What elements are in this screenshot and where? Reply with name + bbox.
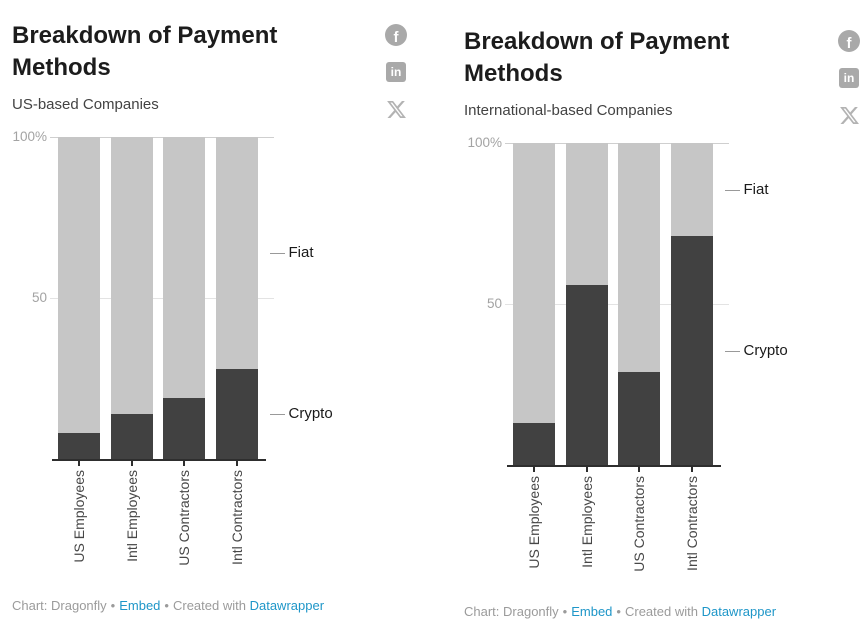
bar-segment-fiat [215,137,258,369]
gridline-50 [505,304,729,305]
chart-title: Breakdown of Payment Methods [464,28,730,87]
x-axis-tick [183,461,185,466]
chart-header: Breakdown of Payment Methods Internation… [464,26,796,120]
bar-segment-fiat [618,143,660,372]
x-axis-category-label: Intl Contractors [683,476,700,571]
x-axis-category-label: US Employees [526,476,542,569]
facebook-icon-glyph: f [393,28,399,46]
x-axis-tick [130,461,133,466]
stacked-bar-2 [110,137,153,459]
embed-link[interactable]: Embed [119,598,161,613]
x-axis-tick [235,461,238,466]
y-axis-tick-label: 50 [31,290,47,305]
x-axis-tick [638,467,640,472]
x-axis-category-label: US Employees [71,470,87,563]
stacked-bar-chart-us: 100% 50 US Employees Intl Employees US Contr… [12,125,408,607]
x-logo-icon [839,106,859,124]
bar-segment-crypto [163,397,205,459]
stacked-bar-3 [618,143,660,465]
footer-separator: • [110,598,116,613]
legend-label-crypto: Crypto [288,404,333,422]
stacked-bar-chart-international: 100% 50 US Employees Intl Employees US Contr… [464,131,862,613]
bar-segment-fiat [58,137,100,434]
share-buttons: f in [385,24,407,120]
x-axis-category-label: Intl Contractors [228,470,245,565]
linkedin-share-icon[interactable]: in [839,68,859,88]
bar-segment-fiat [565,143,608,285]
legend-callout-line [724,350,740,352]
facebook-icon-glyph: f [846,34,852,52]
datawrapper-link[interactable]: Datawrapper [701,604,777,619]
footer-created-with: Created with [624,604,698,619]
y-axis-tick-label: 100% [12,129,47,144]
bar-segment-fiat [513,143,555,424]
stacked-bar-2 [565,143,608,465]
stacked-bar-4 [215,137,258,459]
bar-segment-crypto [618,371,660,465]
x-axis-tick [533,467,535,472]
linkedin-share-icon[interactable]: in [386,62,406,82]
bar-segment-crypto [670,236,713,465]
chart-subtitle: US-based Companies [12,96,159,113]
chart-panel-us: Breakdown of Payment Methods US-based Co… [12,12,408,618]
x-twitter-share-icon[interactable] [385,98,407,120]
y-axis-tick-label: 100% [467,135,502,150]
linkedin-icon-glyph: in [390,65,402,79]
gridline-100 [505,143,729,144]
legend-callout-line [269,252,285,254]
stacked-bar-1 [513,143,555,465]
share-buttons: f in [838,30,860,126]
footer-separator: • [562,604,568,619]
legend-label-fiat: Fiat [743,180,769,198]
footer-credit: Chart: Dragonfly [464,604,559,619]
chart-header: Breakdown of Payment Methods US-based Co… [12,20,344,114]
x-axis-tick [78,461,80,466]
datawrapper-link[interactable]: Datawrapper [249,598,325,613]
x-axis-category-label: Intl Employees [578,476,595,568]
x-axis-line [52,459,266,461]
gridline-50 [50,298,274,299]
gridline-100 [50,137,274,138]
stacked-bar-3 [163,137,205,459]
linkedin-icon-glyph: in [843,71,855,85]
x-twitter-share-icon[interactable] [838,104,860,126]
legend-label-crypto: Crypto [743,341,788,359]
chart-panel-international: Breakdown of Payment Methods Internation… [464,18,862,619]
x-axis-category-label: US Contractors [631,476,647,572]
chart-subtitle: International-based Companies [464,102,673,119]
facebook-share-icon[interactable]: f [385,24,407,46]
legend-callout-line [724,189,740,191]
x-axis-category-label: Intl Employees [123,470,140,562]
y-axis-tick-label: 50 [486,296,502,311]
legend-label-fiat: Fiat [288,243,314,261]
facebook-share-icon[interactable]: f [838,30,860,52]
bar-segment-crypto [513,423,555,465]
x-axis-category-label: US Contractors [176,470,192,566]
footer-credit: Chart: Dragonfly [12,598,107,613]
x-axis-tick [690,467,693,472]
chart-title: Breakdown of Payment Methods [12,22,278,81]
bar-segment-crypto [215,368,258,459]
x-logo-icon [386,100,406,118]
footer-created-with: Created with [172,598,246,613]
footer-separator: • [616,604,621,619]
bar-segment-fiat [163,137,205,398]
bar-segment-crypto [110,413,153,459]
x-axis-tick [585,467,588,472]
chart-footer: Chart: Dragonfly • Embed • Created with Data… [464,604,776,619]
chart-footer: Chart: Dragonfly • Embed • Created with Data… [12,598,324,613]
stacked-bar-4 [670,143,713,465]
stacked-bar-1 [58,137,100,459]
x-axis-line [507,465,721,467]
bar-segment-fiat [110,137,153,414]
bar-segment-crypto [58,433,100,459]
embed-link[interactable]: Embed [571,604,613,619]
legend-callout-line [269,413,285,415]
bar-segment-crypto [565,284,608,465]
footer-separator: • [164,598,169,613]
bar-segment-fiat [670,143,713,237]
